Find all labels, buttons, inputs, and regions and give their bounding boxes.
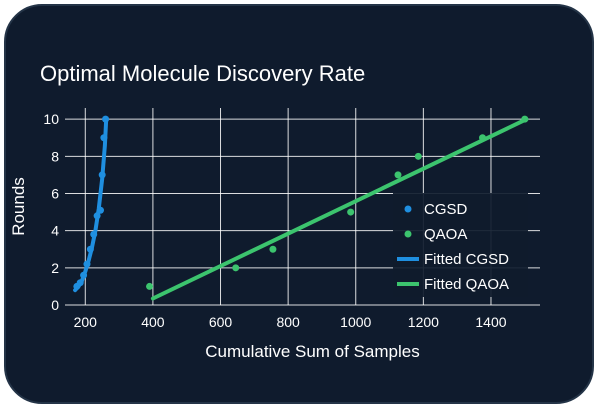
point-qaoa	[521, 115, 529, 123]
y-tick-label: 4	[51, 223, 59, 239]
plot-series	[73, 115, 529, 301]
point-qaoa	[479, 134, 487, 142]
x-tick-label: 600	[209, 314, 233, 330]
point-qaoa	[269, 245, 277, 253]
point-qaoa	[347, 208, 355, 216]
point-cgsd	[80, 271, 88, 279]
x-tick-label: 800	[276, 314, 300, 330]
point-qaoa	[232, 264, 240, 272]
point-cgsd	[102, 115, 110, 123]
point-cgsd	[76, 279, 84, 287]
y-tick-label: 6	[51, 185, 59, 201]
point-cgsd	[96, 206, 104, 214]
legend: CGSD QAOA Fitted CGSD Fitted QAOA	[393, 193, 528, 297]
legend-label: CGSD	[424, 201, 468, 218]
point-qaoa	[394, 171, 402, 179]
x-tick-label: 1400	[475, 314, 506, 330]
y-tick-label: 0	[51, 297, 59, 313]
legend-label: Fitted CGSD	[424, 251, 509, 268]
point-cgsd	[86, 245, 94, 253]
tick-labels: 200 400 600 800 1000 1200 1400 0 2 4 6 8 10	[43, 111, 506, 330]
x-tick-label: 400	[141, 314, 165, 330]
y-tick-label: 8	[51, 148, 59, 164]
fitted-line-fitted-qaoa	[150, 117, 529, 301]
y-axis-label: Rounds	[9, 177, 28, 236]
point-cgsd	[98, 171, 106, 179]
legend-marker-cgsd	[404, 205, 412, 213]
x-tick-label: 200	[74, 314, 98, 330]
point-cgsd	[90, 230, 98, 238]
point-qaoa	[414, 152, 422, 160]
point-cgsd	[100, 134, 108, 142]
point-qaoa	[146, 282, 154, 290]
legend-box	[393, 193, 528, 297]
legend-marker-qaoa	[404, 230, 412, 238]
point-cgsd	[93, 212, 101, 220]
x-axis-label: Cumulative Sum of Samples	[205, 342, 419, 361]
point-cgsd	[83, 260, 91, 268]
legend-label: Fitted QAOA	[424, 276, 509, 293]
x-tick-label: 1000	[340, 314, 371, 330]
x-tick-label: 1200	[408, 314, 439, 330]
legend-label: QAOA	[424, 226, 467, 243]
y-tick-label: 2	[51, 260, 59, 276]
y-tick-label: 10	[43, 111, 59, 127]
fitted-line-fitted-cgsd	[73, 117, 109, 293]
chart-title: Optimal Molecule Discovery Rate	[40, 61, 366, 86]
